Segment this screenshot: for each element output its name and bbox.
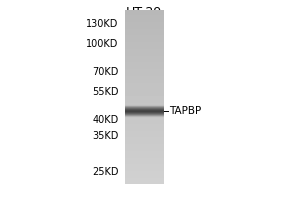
Text: 130KD: 130KD bbox=[86, 19, 118, 29]
Text: 70KD: 70KD bbox=[92, 67, 118, 77]
Text: HT-29: HT-29 bbox=[126, 6, 162, 19]
Text: 40KD: 40KD bbox=[92, 115, 119, 125]
Text: 25KD: 25KD bbox=[92, 167, 118, 177]
Text: 35KD: 35KD bbox=[92, 131, 118, 141]
Text: 55KD: 55KD bbox=[92, 87, 118, 97]
Text: 100KD: 100KD bbox=[86, 39, 118, 49]
Text: TAPBP: TAPBP bbox=[169, 106, 202, 116]
